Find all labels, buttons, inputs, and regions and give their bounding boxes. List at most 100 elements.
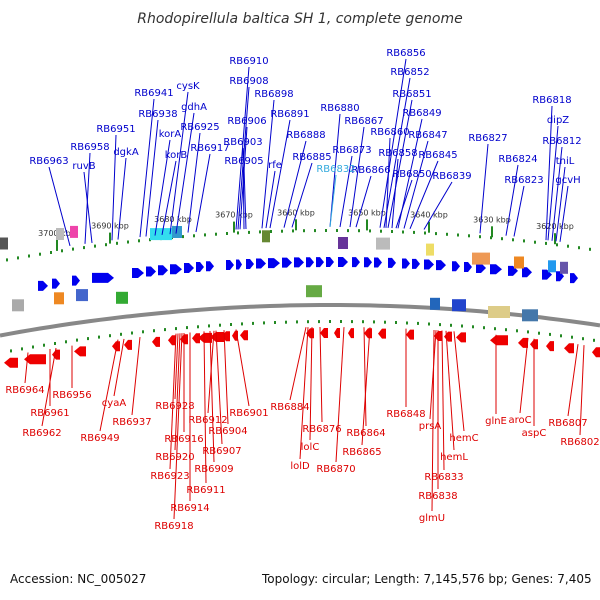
reverse-gene-label: hemL — [440, 452, 468, 463]
tick-dot — [175, 327, 177, 331]
feature-box — [70, 225, 78, 238]
tick-dot — [193, 234, 195, 238]
tick-dot — [578, 246, 580, 250]
forward-gene-leader — [423, 181, 453, 230]
tick-dot — [259, 230, 261, 234]
tick-dot — [72, 247, 74, 251]
forward-gene-arrow — [374, 257, 382, 268]
forward-gene-leader — [139, 98, 155, 238]
tick-dot — [424, 231, 426, 235]
scale-tick-mark — [554, 233, 556, 245]
reverse-gene-label: glnE — [485, 416, 507, 427]
tick-dot — [340, 320, 342, 323]
forward-gene-label: dipZ — [547, 115, 569, 126]
tick-dot — [182, 235, 184, 239]
scale-tick-mark — [233, 221, 235, 233]
tick-dot — [413, 230, 415, 234]
reverse-gene-label: aspC — [522, 428, 547, 439]
forward-gene-label: RB6845 — [418, 150, 457, 161]
forward-gene-label: RB6812 — [542, 136, 581, 147]
tick-dot — [219, 323, 221, 327]
forward-gene-arrow — [256, 258, 266, 269]
tick-dot — [373, 320, 375, 324]
reverse-gene-arrow — [112, 341, 120, 352]
scale-tick-mark — [295, 219, 297, 231]
tick-dot — [65, 340, 67, 344]
forward-gene-leader — [391, 158, 399, 229]
reverse-gene-label: RB6870 — [316, 464, 355, 475]
forward-gene-leader — [329, 174, 337, 228]
reverse-gene-arrow — [124, 339, 132, 350]
reverse-gene-labels: RB6964 RB6961 RB6962 RB6956 RB6949 cyaA RB6937… — [5, 326, 600, 532]
reverse-gene-label: RB6956 — [52, 390, 91, 401]
forward-gene-leader — [161, 160, 177, 235]
forward-gene-arrow — [306, 257, 314, 268]
feature-box — [560, 261, 568, 274]
forward-gene-label: RB6860 — [370, 127, 409, 138]
forward-gene-label: gdhA — [181, 102, 207, 113]
reverse-gene-arrow — [74, 346, 86, 357]
tick-dot — [230, 323, 232, 326]
reverse-gene-arrow — [546, 341, 554, 352]
forward-gene-arrow — [52, 278, 60, 289]
reverse-gene-label: RB6916 — [164, 434, 203, 445]
tick-dot — [457, 233, 459, 237]
scale-tick-label: 3640 kbp — [410, 211, 448, 220]
reverse-gene-label: aroC — [508, 415, 531, 426]
reverse-gene-label: RB6937 — [112, 417, 151, 428]
feature-box — [54, 292, 64, 305]
forward-gene-leader — [339, 155, 353, 228]
reverse-gene-leader — [113, 338, 125, 397]
feature-box — [488, 306, 510, 318]
forward-gene-label: RB6917 — [190, 143, 229, 154]
scale-tick-mark — [491, 226, 493, 238]
forward-gene-arrow — [522, 267, 532, 278]
tick-dot — [6, 258, 8, 262]
feature-box — [376, 237, 390, 250]
tick-dot — [307, 320, 309, 324]
forward-gene-arrow — [326, 257, 334, 267]
forward-gene-leader — [383, 77, 411, 228]
reverse-gene-leader — [335, 327, 345, 463]
forward-gene-label: RB6951 — [96, 124, 135, 135]
reverse-gene-label: RB6907 — [202, 446, 241, 457]
forward-gene-label: RB6839 — [432, 171, 471, 182]
tick-dot — [505, 328, 507, 332]
tick-dot — [32, 345, 34, 349]
scale-tick-mark — [428, 221, 430, 233]
reverse-gene-arrow — [192, 333, 200, 344]
forward-gene-arrow — [206, 261, 214, 272]
forward-gene-label: RB6910 — [229, 56, 268, 67]
tick-dot — [318, 320, 320, 324]
reverse-gene-leader — [579, 345, 585, 436]
reverse-gene-arrow — [378, 328, 386, 339]
forward-gene-arrow — [436, 260, 446, 271]
forward-gene-leader — [547, 125, 559, 241]
tick-dot — [94, 244, 96, 248]
forward-gene-arrow — [388, 257, 396, 268]
tick-dot — [274, 321, 276, 324]
forward-gene-arrow — [352, 257, 360, 268]
forward-gene-arrow — [282, 257, 292, 268]
forward-gene-label: RB6818 — [532, 95, 571, 106]
tick-dot — [567, 244, 569, 248]
reverse-gene-label: prsA — [419, 421, 442, 432]
reverse-gene-leader — [173, 333, 183, 520]
reverse-gene-leader — [169, 333, 177, 470]
forward-gene-arrow — [294, 257, 304, 268]
tick-dot — [534, 240, 536, 244]
tick-dot — [593, 338, 595, 342]
tick-dot — [98, 335, 100, 339]
reverse-gene-arrow — [320, 328, 328, 338]
tick-dot — [226, 232, 228, 235]
scale-tick-label: 3690 kbp — [91, 222, 129, 231]
forward-gene-leader — [111, 134, 117, 241]
tick-dot — [347, 229, 349, 233]
forward-gene-leader — [235, 66, 250, 230]
forward-gene-leader — [513, 185, 525, 237]
forward-gene-arrow — [316, 257, 324, 268]
reverse-gene-label: RB6964 — [5, 385, 44, 396]
forward-gene-label: RB6891 — [270, 109, 309, 120]
tick-dot — [369, 229, 371, 233]
